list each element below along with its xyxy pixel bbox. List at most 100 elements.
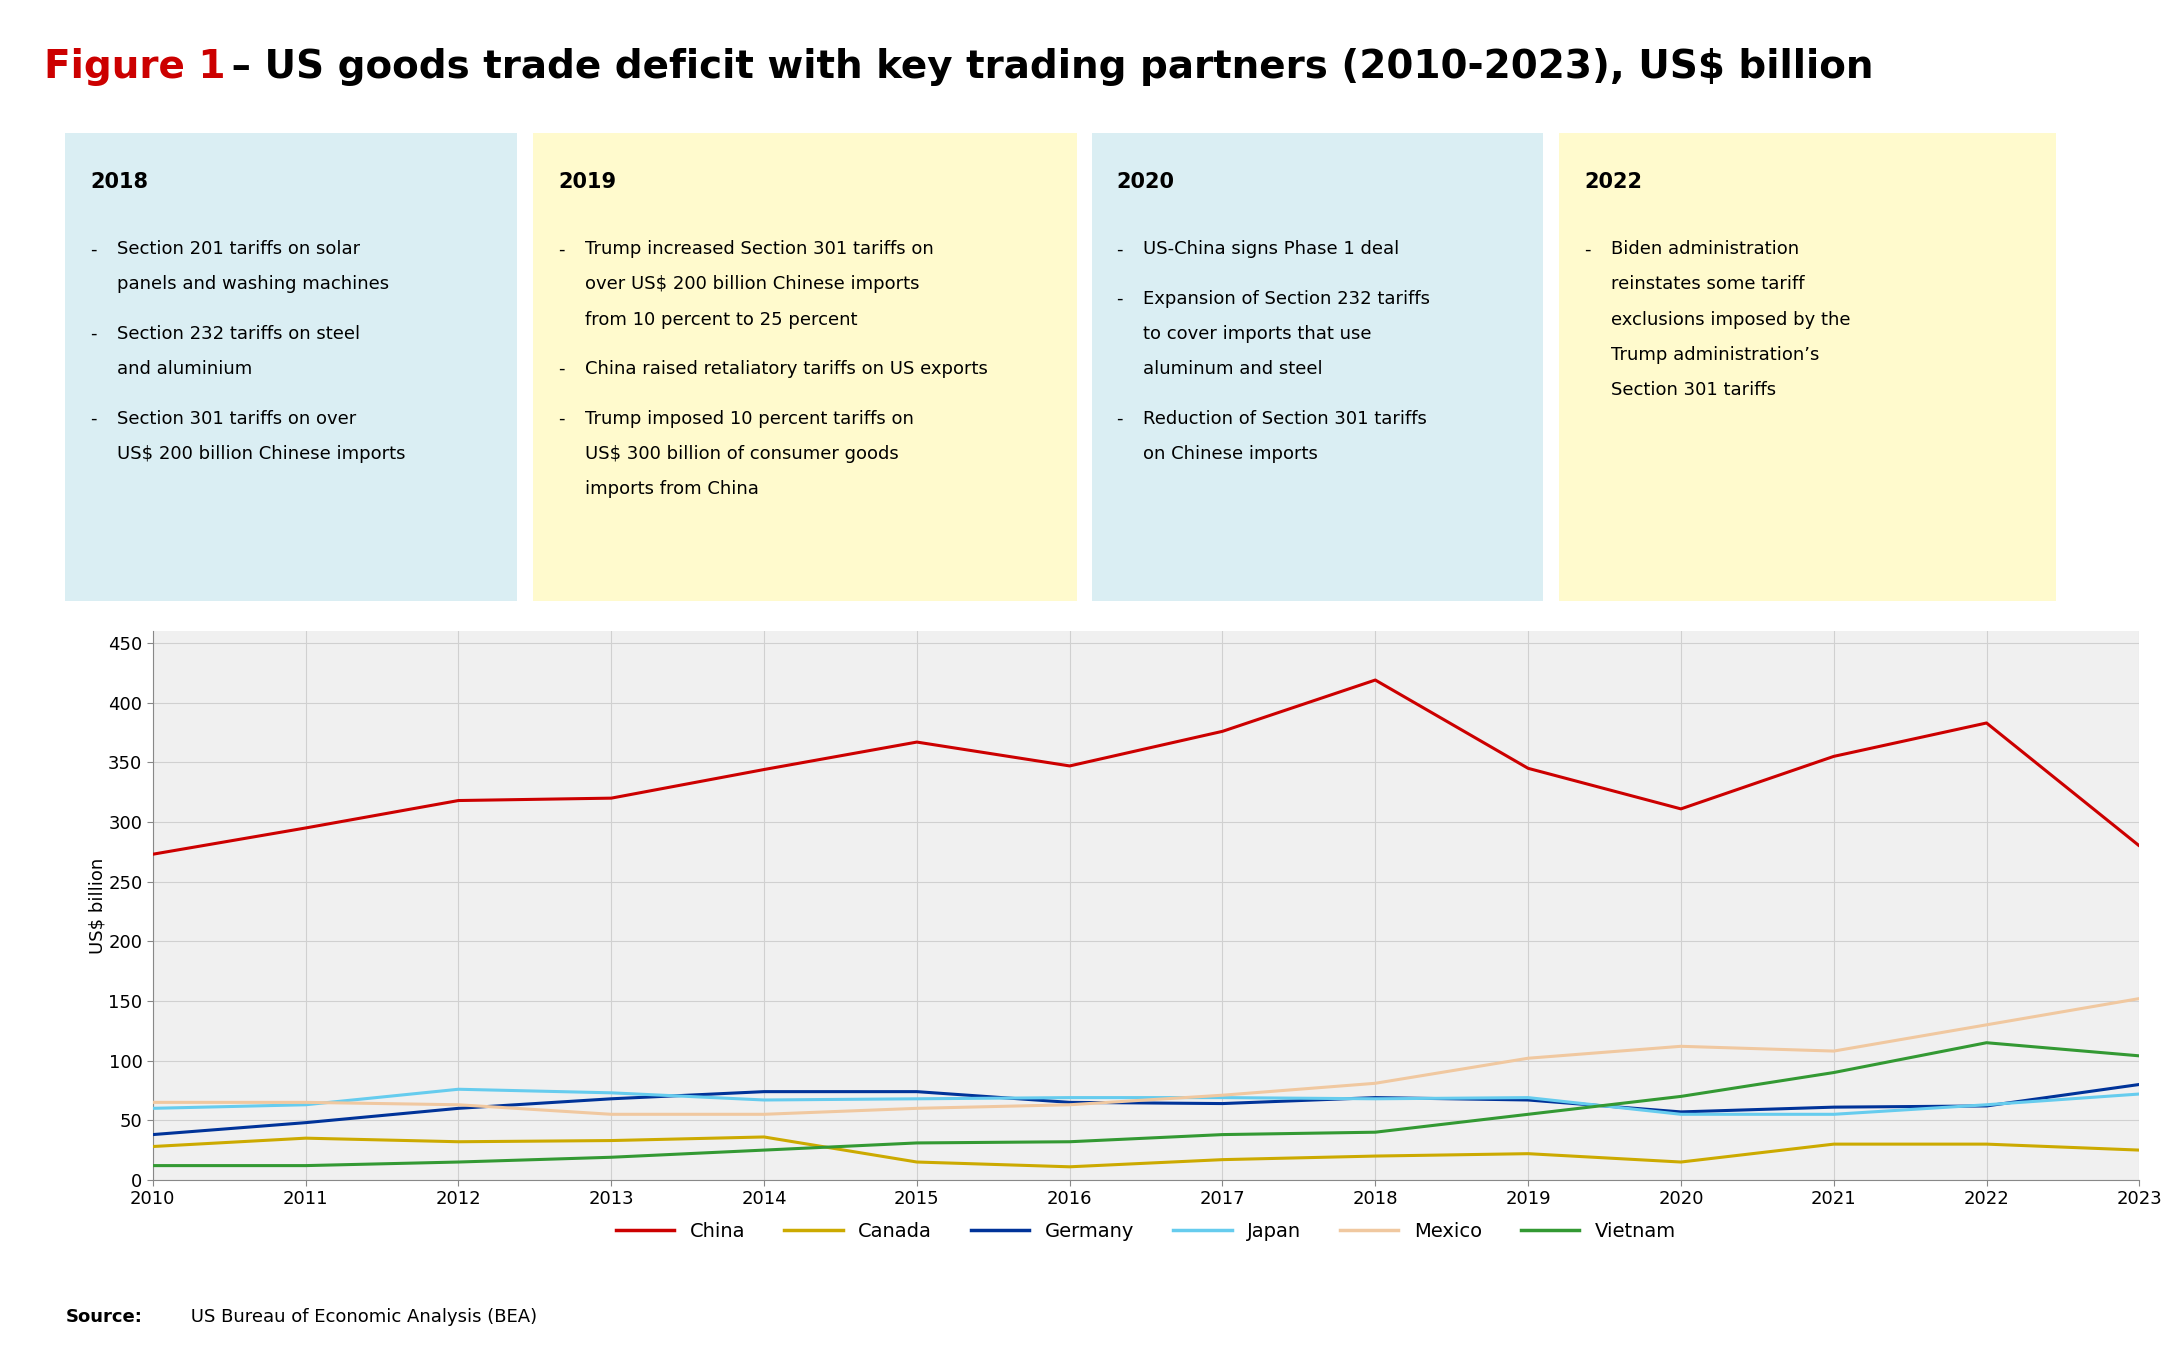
China — [1973, 715, 2000, 731]
Germany — [1209, 1095, 1236, 1111]
Canada — [751, 1129, 777, 1146]
FancyBboxPatch shape — [65, 133, 517, 601]
Germany — [140, 1126, 166, 1143]
Germany — [598, 1091, 624, 1107]
Text: 2018: 2018 — [90, 172, 148, 192]
Canada — [1057, 1158, 1083, 1174]
China — [2126, 838, 2152, 855]
Text: to cover imports that use: to cover imports that use — [1144, 325, 1371, 343]
Text: -: - — [90, 240, 96, 258]
China — [598, 790, 624, 807]
Text: Section 301 tariffs: Section 301 tariffs — [1611, 380, 1775, 399]
Mexico — [1057, 1096, 1083, 1113]
Mexico — [2126, 991, 2152, 1007]
Japan — [2126, 1085, 2152, 1102]
Canada — [1362, 1148, 1388, 1165]
Canada — [293, 1131, 319, 1147]
Y-axis label: US$ billion: US$ billion — [87, 858, 107, 954]
Text: Section 201 tariffs on solar: Section 201 tariffs on solar — [118, 240, 360, 258]
China — [1668, 801, 1694, 818]
Vietnam — [293, 1158, 319, 1174]
Mexico — [140, 1093, 166, 1110]
Text: -: - — [1585, 240, 1591, 258]
Japan — [1057, 1089, 1083, 1106]
Germany — [2126, 1076, 2152, 1092]
Mexico — [1973, 1017, 2000, 1033]
Vietnam — [140, 1158, 166, 1174]
Mexico — [293, 1093, 319, 1110]
FancyBboxPatch shape — [1559, 133, 2056, 601]
Vietnam — [1515, 1106, 1541, 1122]
Text: reinstates some tariff: reinstates some tariff — [1611, 276, 1803, 294]
Canada — [445, 1133, 472, 1150]
Vietnam — [445, 1154, 472, 1170]
Canada — [2126, 1142, 2152, 1158]
Japan — [140, 1100, 166, 1117]
China — [445, 792, 472, 808]
Japan — [1209, 1089, 1236, 1106]
Vietnam — [904, 1135, 930, 1151]
Text: Reduction of Section 301 tariffs: Reduction of Section 301 tariffs — [1144, 410, 1428, 428]
Vietnam — [1973, 1034, 2000, 1051]
FancyBboxPatch shape — [1092, 133, 1543, 601]
Japan — [751, 1092, 777, 1109]
Japan — [1821, 1106, 1847, 1122]
Germany — [445, 1100, 472, 1117]
Text: -: - — [90, 325, 96, 343]
Line: Mexico: Mexico — [153, 999, 2139, 1114]
Text: Biden administration: Biden administration — [1611, 240, 1799, 258]
Text: Section 232 tariffs on steel: Section 232 tariffs on steel — [118, 325, 360, 343]
Text: -: - — [559, 361, 565, 379]
Text: Trump imposed 10 percent tariffs on: Trump imposed 10 percent tariffs on — [585, 410, 912, 428]
Japan — [445, 1081, 472, 1098]
Mexico — [598, 1106, 624, 1122]
China — [751, 761, 777, 778]
Vietnam — [751, 1142, 777, 1158]
China — [1515, 760, 1541, 777]
Mexico — [1821, 1043, 1847, 1059]
Text: -: - — [1116, 240, 1122, 258]
Text: Figure 1: Figure 1 — [44, 48, 225, 85]
Canada — [1821, 1136, 1847, 1152]
Text: and aluminium: and aluminium — [118, 361, 251, 379]
China — [140, 847, 166, 863]
China — [1362, 672, 1388, 689]
Text: -: - — [90, 410, 96, 428]
Text: -: - — [1116, 410, 1122, 428]
China — [293, 819, 319, 836]
Canada — [904, 1154, 930, 1170]
Line: Canada: Canada — [153, 1137, 2139, 1166]
Japan — [904, 1091, 930, 1107]
Text: aluminum and steel: aluminum and steel — [1144, 361, 1323, 379]
Text: over US$ 200 billion Chinese imports: over US$ 200 billion Chinese imports — [585, 276, 919, 294]
Japan — [1668, 1106, 1694, 1122]
Text: exclusions imposed by the: exclusions imposed by the — [1611, 310, 1851, 328]
Mexico — [1362, 1076, 1388, 1092]
Text: on Chinese imports: on Chinese imports — [1144, 445, 1319, 462]
Germany — [1362, 1089, 1388, 1106]
Germany — [904, 1084, 930, 1100]
Canada — [1973, 1136, 2000, 1152]
Germany — [293, 1114, 319, 1131]
Text: 2022: 2022 — [1585, 172, 1642, 192]
Text: – US goods trade deficit with key trading partners (2010-2023), US$ billion: – US goods trade deficit with key tradin… — [218, 48, 1873, 85]
Japan — [293, 1096, 319, 1113]
Canada — [1515, 1146, 1541, 1162]
Vietnam — [1209, 1126, 1236, 1143]
Text: US$ 300 billion of consumer goods: US$ 300 billion of consumer goods — [585, 445, 899, 462]
Line: Japan: Japan — [153, 1089, 2139, 1114]
Text: Source:: Source: — [65, 1308, 142, 1325]
Text: imports from China: imports from China — [585, 480, 758, 498]
Vietnam — [598, 1148, 624, 1165]
Text: from 10 percent to 25 percent: from 10 percent to 25 percent — [585, 310, 858, 328]
Text: Trump administration’s: Trump administration’s — [1611, 346, 1818, 364]
Canada — [1668, 1154, 1694, 1170]
Vietnam — [1821, 1065, 1847, 1081]
Mexico — [1668, 1039, 1694, 1055]
Text: Trump increased Section 301 tariffs on: Trump increased Section 301 tariffs on — [585, 240, 934, 258]
Line: Vietnam: Vietnam — [153, 1043, 2139, 1166]
Mexico — [904, 1100, 930, 1117]
Canada — [1209, 1151, 1236, 1168]
Line: Germany: Germany — [153, 1084, 2139, 1135]
Mexico — [1515, 1050, 1541, 1066]
